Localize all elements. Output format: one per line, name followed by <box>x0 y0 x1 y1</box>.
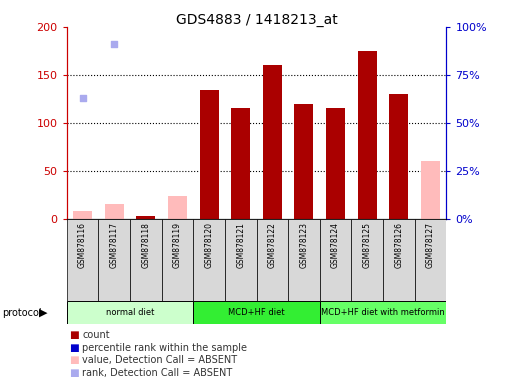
Text: GSM878126: GSM878126 <box>394 222 403 268</box>
Bar <box>389 94 408 219</box>
Text: GDS4883 / 1418213_at: GDS4883 / 1418213_at <box>175 13 338 27</box>
Text: ■: ■ <box>69 368 79 378</box>
Bar <box>320 301 446 324</box>
Text: value, Detection Call = ABSENT: value, Detection Call = ABSENT <box>82 355 237 365</box>
Bar <box>288 219 320 301</box>
Bar <box>415 219 446 301</box>
Bar <box>351 219 383 301</box>
Bar <box>225 219 256 301</box>
Bar <box>256 219 288 301</box>
Bar <box>200 90 219 219</box>
Text: MCD+HF diet with metformin: MCD+HF diet with metformin <box>321 308 445 318</box>
Text: rank, Detection Call = ABSENT: rank, Detection Call = ABSENT <box>82 368 232 378</box>
Text: GSM878120: GSM878120 <box>205 222 213 268</box>
Point <box>173 7 182 13</box>
Bar <box>67 301 193 324</box>
Bar <box>168 196 187 219</box>
Text: GSM878119: GSM878119 <box>173 222 182 268</box>
Bar <box>162 219 193 301</box>
Text: ■: ■ <box>69 355 79 365</box>
Text: normal diet: normal diet <box>106 308 154 318</box>
Text: count: count <box>82 330 110 340</box>
Bar <box>231 109 250 219</box>
Text: percentile rank within the sample: percentile rank within the sample <box>82 343 247 353</box>
Bar <box>383 219 415 301</box>
Bar <box>263 65 282 219</box>
Bar <box>130 219 162 301</box>
Bar <box>320 219 351 301</box>
Text: ■: ■ <box>69 330 79 340</box>
Bar <box>136 216 155 219</box>
Bar <box>73 211 92 219</box>
Bar <box>193 301 320 324</box>
Bar <box>294 104 313 219</box>
Bar <box>105 204 124 219</box>
Text: GSM878118: GSM878118 <box>141 222 150 268</box>
Bar <box>193 219 225 301</box>
Bar <box>98 219 130 301</box>
Bar <box>326 109 345 219</box>
Text: GSM878116: GSM878116 <box>78 222 87 268</box>
Bar <box>421 161 440 219</box>
Text: GSM878121: GSM878121 <box>236 222 245 268</box>
Text: ■: ■ <box>69 343 79 353</box>
Point <box>78 95 87 101</box>
Text: ▶: ▶ <box>38 308 47 318</box>
Text: GSM878117: GSM878117 <box>110 222 119 268</box>
Bar <box>67 219 98 301</box>
Text: GSM878127: GSM878127 <box>426 222 435 268</box>
Text: GSM878122: GSM878122 <box>268 222 277 268</box>
Text: GSM878123: GSM878123 <box>300 222 308 268</box>
Text: MCD+HF diet: MCD+HF diet <box>228 308 285 318</box>
Text: GSM878125: GSM878125 <box>363 222 372 268</box>
Bar <box>358 51 377 219</box>
Point <box>110 41 118 47</box>
Text: GSM878124: GSM878124 <box>331 222 340 268</box>
Text: protocol: protocol <box>3 308 42 318</box>
